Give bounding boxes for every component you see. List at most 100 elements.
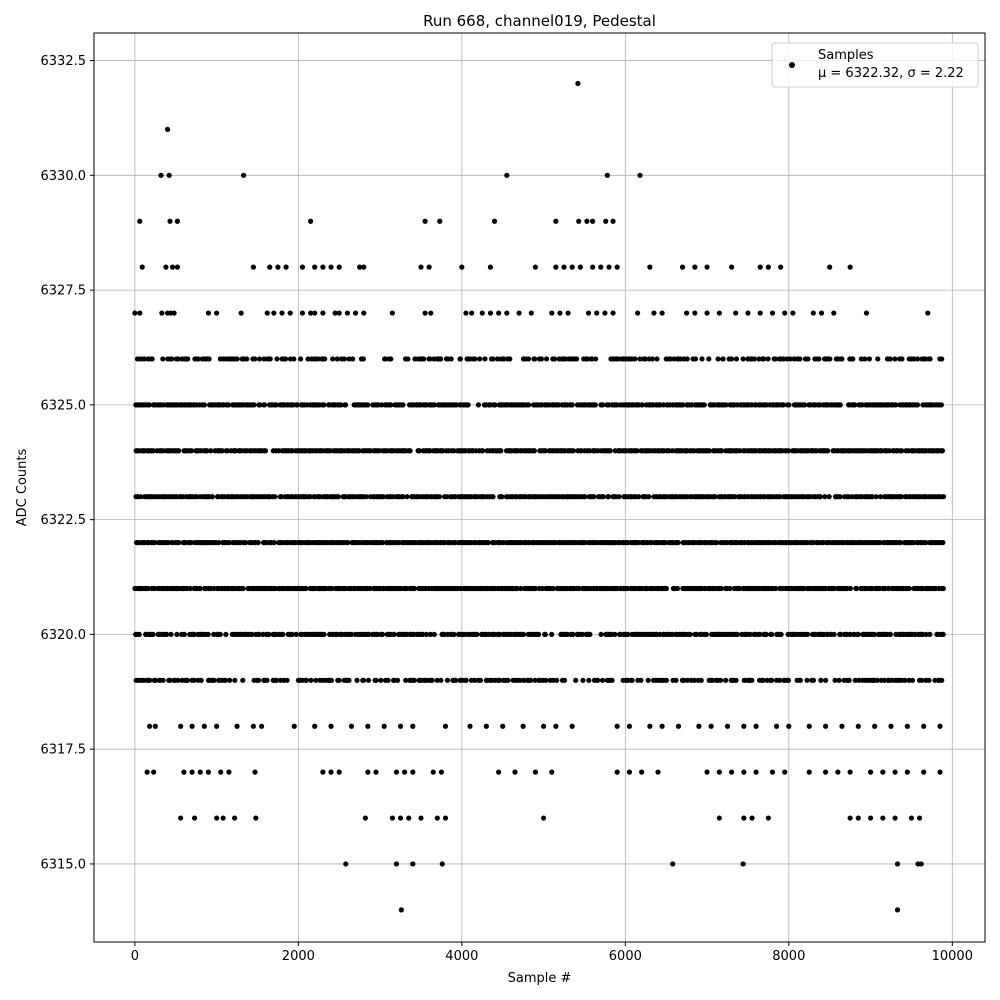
data-point [589, 356, 595, 362]
data-point [465, 402, 471, 408]
data-point [602, 310, 608, 316]
data-point [411, 677, 417, 683]
data-point [654, 356, 660, 362]
data-point [225, 402, 232, 408]
data-point [185, 356, 191, 362]
data-point [591, 494, 597, 500]
data-point [782, 310, 788, 316]
data-point [810, 310, 816, 316]
data-point [361, 310, 367, 316]
data-point [587, 631, 593, 638]
data-point [749, 677, 755, 683]
data-point [444, 494, 450, 500]
data-point [785, 677, 792, 683]
data-point [555, 402, 562, 408]
legend-marker [789, 62, 795, 68]
data-point [434, 677, 440, 683]
data-point [255, 677, 262, 683]
data-point [543, 677, 549, 683]
data-point [917, 815, 923, 821]
data-point [787, 356, 793, 362]
data-point [804, 677, 810, 683]
data-point [431, 631, 437, 638]
data-point [801, 402, 808, 408]
data-point [283, 264, 289, 270]
data-point [178, 815, 184, 821]
data-point [823, 723, 829, 729]
data-point [704, 264, 710, 270]
data-point [312, 264, 318, 270]
data-point [681, 677, 687, 683]
data-point [837, 494, 843, 500]
data-point [393, 769, 400, 775]
data-point [612, 631, 618, 638]
data-point [403, 677, 409, 683]
data-point [362, 815, 368, 821]
data-point [153, 677, 159, 683]
data-point [335, 494, 341, 500]
data-point [639, 402, 645, 408]
data-point [287, 310, 293, 316]
data-point [780, 402, 786, 408]
data-point [685, 677, 691, 683]
data-point [501, 356, 507, 362]
data-point [189, 723, 195, 729]
data-point [436, 494, 443, 500]
data-point [518, 585, 524, 592]
data-point [175, 356, 181, 362]
data-point [837, 402, 843, 408]
data-point [176, 539, 182, 546]
data-point [716, 815, 722, 821]
data-point [626, 723, 633, 729]
data-point [634, 310, 641, 316]
data-point [724, 723, 731, 729]
data-point [357, 264, 363, 270]
data-point [894, 861, 901, 867]
data-point [733, 677, 739, 683]
data-point [847, 585, 853, 592]
data-point [827, 356, 833, 362]
data-point [160, 356, 166, 362]
data-point [704, 769, 710, 775]
data-point [267, 356, 273, 362]
data-point [914, 402, 921, 408]
data-point [532, 677, 538, 683]
data-point [394, 677, 401, 683]
data-point [336, 677, 342, 683]
data-point [684, 356, 690, 362]
data-point [797, 677, 803, 683]
data-point [880, 815, 886, 821]
data-point [691, 677, 697, 683]
data-point [457, 356, 464, 362]
data-point [638, 677, 644, 683]
data-point [348, 631, 355, 638]
data-point [382, 356, 389, 362]
data-point [593, 356, 599, 362]
data-point [598, 631, 604, 638]
data-point [378, 677, 384, 683]
data-point [420, 356, 427, 362]
data-point [703, 631, 710, 638]
data-point [438, 677, 444, 683]
data-point [818, 677, 824, 683]
data-point [385, 677, 391, 683]
data-point [899, 356, 905, 362]
data-point [753, 769, 759, 775]
data-point [345, 539, 351, 546]
data-point [806, 769, 812, 775]
data-point [921, 769, 927, 775]
data-point [365, 677, 372, 683]
data-point [252, 356, 258, 362]
data-point [220, 815, 226, 821]
data-point [659, 723, 665, 729]
data-point [328, 723, 334, 729]
data-point [321, 402, 327, 408]
y-tick-label: 6327.5 [41, 284, 87, 299]
data-point [320, 310, 326, 316]
data-point [240, 585, 246, 592]
data-point [607, 448, 613, 454]
data-point [604, 172, 610, 178]
y-axis-label: ADC Counts [15, 449, 30, 527]
data-point [273, 402, 279, 408]
data-point [549, 310, 555, 316]
